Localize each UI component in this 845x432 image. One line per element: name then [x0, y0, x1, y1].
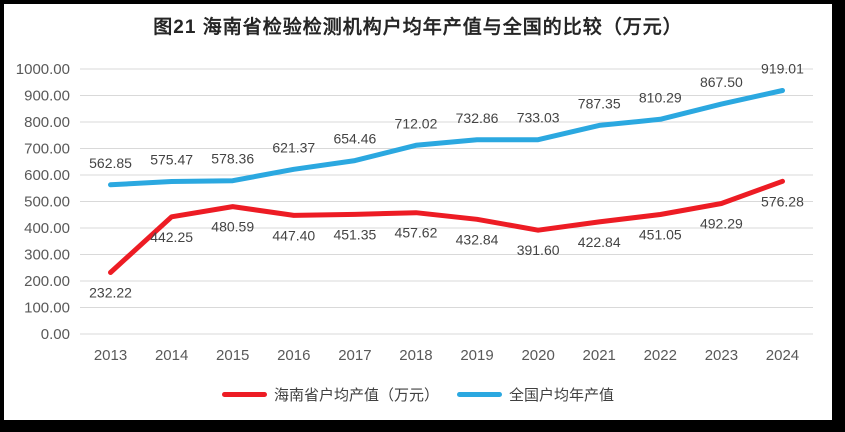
- x-axis-tick-label: 2014: [155, 347, 188, 364]
- data-label: 575.47: [150, 152, 193, 168]
- data-label: 451.35: [333, 226, 376, 242]
- data-label: 576.28: [761, 193, 804, 209]
- y-axis-tick-label: 600.00: [24, 167, 70, 184]
- x-axis-tick-label: 2022: [644, 347, 677, 364]
- x-axis-tick-label: 2016: [277, 347, 310, 364]
- legend-item-hainan: 海南省户均产值（万元）: [221, 384, 439, 405]
- legend-line-red-icon: [221, 392, 267, 397]
- y-axis-tick-label: 300.00: [24, 247, 70, 264]
- x-axis-tick-label: 2013: [94, 347, 127, 364]
- y-axis-tick-label: 800.00: [24, 114, 70, 131]
- legend: 海南省户均产值（万元） 全国户均年产值: [4, 384, 832, 405]
- data-label: 492.29: [700, 216, 743, 232]
- data-label: 451.05: [639, 226, 682, 242]
- data-label: 391.60: [517, 242, 560, 258]
- x-axis-tick-label: 2017: [338, 347, 371, 364]
- data-label: 654.46: [333, 131, 376, 147]
- chart-title: 图21 海南省检验检测机构户均年产值与全国的比较（万元）: [153, 17, 683, 38]
- y-axis-tick-label: 200.00: [24, 273, 70, 290]
- legend-label-hainan: 海南省户均产值（万元）: [273, 387, 439, 404]
- x-axis-tick-label: 2020: [521, 347, 554, 364]
- data-label: 733.03: [517, 110, 560, 126]
- y-axis-tick-label: 400.00: [24, 220, 70, 237]
- data-label: 621.37: [272, 139, 315, 155]
- legend-item-national: 全国户均年产值: [457, 384, 614, 405]
- data-label: 562.85: [89, 155, 132, 171]
- data-label: 457.62: [395, 225, 438, 241]
- legend-label-national: 全国户均年产值: [509, 387, 615, 404]
- y-axis-tick-label: 0.00: [41, 326, 70, 343]
- x-axis-tick-label: 2021: [583, 347, 616, 364]
- data-label: 732.86: [456, 110, 499, 126]
- y-axis-tick-label: 700.00: [24, 141, 70, 158]
- data-label: 442.25: [150, 229, 193, 245]
- data-label: 422.84: [578, 234, 621, 250]
- data-label: 919.01: [761, 60, 804, 76]
- data-label: 232.22: [89, 284, 132, 300]
- series-line-hainan: [108, 178, 785, 275]
- y-axis-tick-label: 100.00: [24, 300, 70, 317]
- legend-line-blue-icon: [457, 392, 502, 397]
- x-axis-tick-label: 2019: [460, 347, 493, 364]
- x-axis-tick-label: 2018: [399, 347, 432, 364]
- data-label: 480.59: [211, 219, 254, 235]
- x-axis-tick-label: 2024: [766, 347, 799, 364]
- y-axis-tick-label: 1000.00: [16, 61, 70, 78]
- y-axis-tick-label: 900.00: [24, 88, 70, 105]
- data-label: 432.84: [456, 231, 499, 247]
- x-axis-tick-label: 2015: [216, 347, 249, 364]
- data-label: 712.02: [395, 115, 438, 131]
- data-label: 447.40: [272, 227, 315, 243]
- data-label: 578.36: [211, 151, 254, 167]
- x-axis-tick-label: 2023: [705, 347, 738, 364]
- data-label: 867.50: [700, 74, 743, 90]
- y-axis-tick-label: 500.00: [24, 194, 70, 211]
- data-label: 810.29: [639, 89, 682, 105]
- data-label: 787.35: [578, 95, 621, 111]
- series-line-national: [108, 88, 785, 188]
